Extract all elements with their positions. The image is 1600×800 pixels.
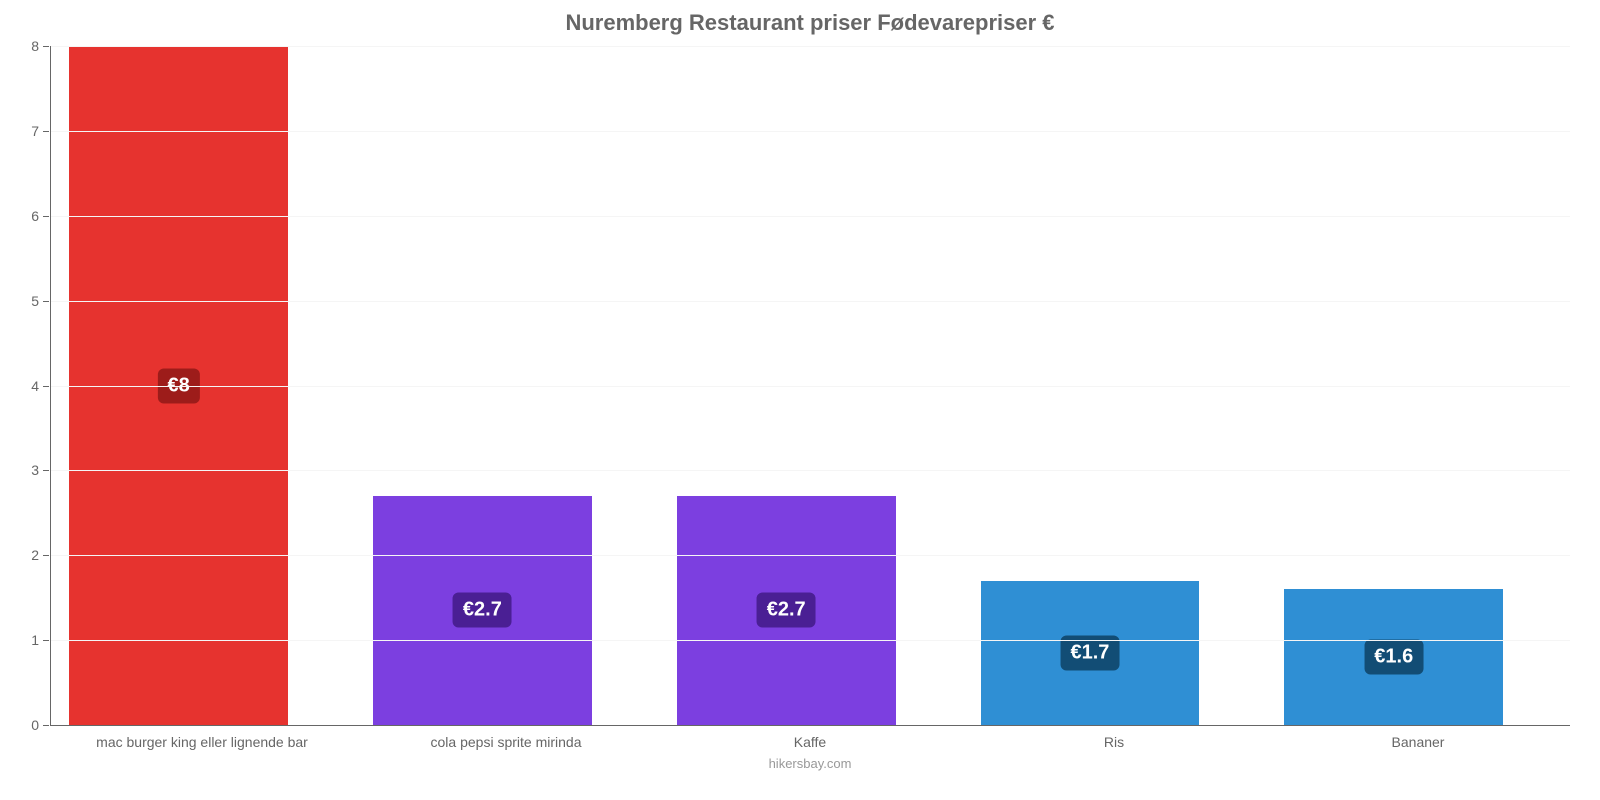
- x-axis-label: cola pepsi sprite mirinda: [354, 734, 658, 750]
- price-chart: Nuremberg Restaurant priser Fødevarepris…: [0, 0, 1600, 800]
- y-tick-label: 6: [31, 208, 51, 224]
- y-tick-label: 8: [31, 38, 51, 54]
- bar: €1.6: [1284, 589, 1503, 725]
- x-axis-label: mac burger king eller lignende bar: [50, 734, 354, 750]
- gridline: [51, 46, 1570, 47]
- y-tick-label: 5: [31, 293, 51, 309]
- gridline: [51, 640, 1570, 641]
- plot-area: €8€2.7€2.7€1.7€1.6 012345678: [50, 46, 1570, 726]
- y-tick-label: 0: [31, 717, 51, 733]
- bar-value-label: €2.7: [757, 593, 816, 628]
- gridline: [51, 555, 1570, 556]
- x-axis-labels: mac burger king eller lignende barcola p…: [50, 734, 1570, 750]
- y-tick-label: 3: [31, 462, 51, 478]
- chart-footer: hikersbay.com: [50, 756, 1570, 771]
- gridline: [51, 386, 1570, 387]
- chart-title: Nuremberg Restaurant priser Fødevarepris…: [50, 10, 1570, 36]
- x-axis-label: Kaffe: [658, 734, 962, 750]
- bar: €2.7: [373, 496, 592, 725]
- gridline: [51, 216, 1570, 217]
- gridline: [51, 301, 1570, 302]
- y-tick-label: 1: [31, 632, 51, 648]
- y-tick-label: 7: [31, 123, 51, 139]
- gridline: [51, 470, 1570, 471]
- x-axis-label: Bananer: [1266, 734, 1570, 750]
- y-tick-label: 2: [31, 547, 51, 563]
- bar-value-label: €1.6: [1364, 640, 1423, 675]
- bar: €1.7: [981, 581, 1200, 725]
- y-tick-label: 4: [31, 378, 51, 394]
- x-axis-label: Ris: [962, 734, 1266, 750]
- gridline: [51, 131, 1570, 132]
- bar: €2.7: [677, 496, 896, 725]
- bar-value-label: €2.7: [453, 593, 512, 628]
